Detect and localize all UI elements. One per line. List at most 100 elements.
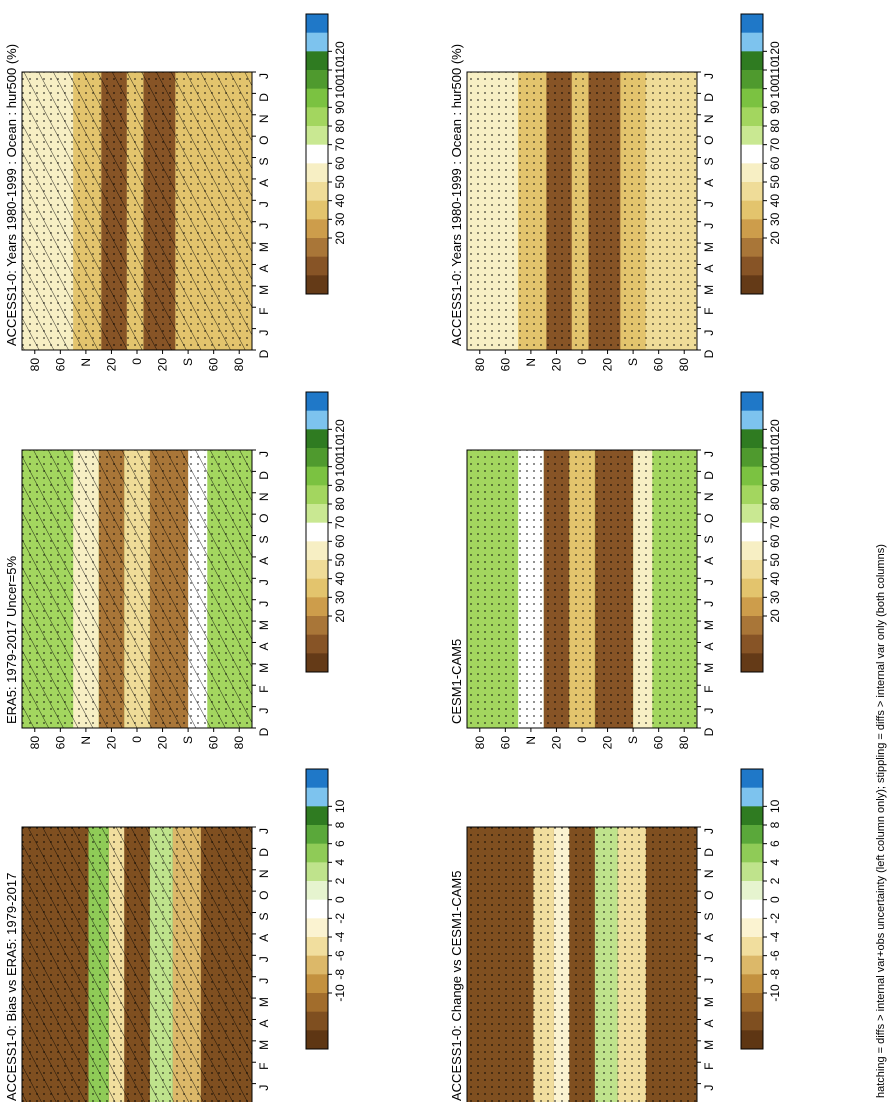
lat-tick-label: S [626,358,640,366]
figure-footnote: hatching = diffs > internal var+obs unce… [875,544,887,1098]
lat-tick-label: N [524,358,538,367]
colorbar-swatch [741,881,763,901]
colorbar-swatch [306,634,328,654]
colorbar-swatch [306,541,328,561]
colorbar-swatch [306,14,328,34]
lat-tick-label: N [524,736,538,745]
lat-tick-label: 80 [232,736,246,750]
colorbar-tick-label: 60 [768,156,782,170]
colorbar-tick-label: 40 [768,572,782,586]
month-tick-label: N [702,869,716,878]
colorbar-swatch [741,843,763,863]
chart-panel-4: CESM1-CAM5 80 60 N 20 0 20 S 60 80 D J F M A M J J A S O N D J 1… [449,391,782,750]
month-tick-label: F [702,686,716,693]
colorbar-swatch [306,918,328,938]
month-tick-label: J [702,201,716,207]
stippling-overlay [467,450,697,728]
lat-tick-label: 80 [473,736,487,750]
month-tick-label: M [702,285,716,295]
colorbar-swatch [741,70,763,90]
month-tick-label: N [702,492,716,501]
month-tick-label: F [702,1063,716,1070]
colorbar-swatch [741,200,763,220]
colorbar-tick-label: 60 [333,534,347,548]
colorbar-tick-label: 30 [333,212,347,226]
colorbar-swatch [741,107,763,127]
colorbar-tick-label: 110 [333,438,347,457]
colorbar-frame [740,768,764,1050]
month-tick-label: J [702,708,716,714]
colorbar-tick-label: 120 [768,419,782,439]
colorbar-tick-label: 60 [333,156,347,170]
month-tick-label: F [257,1063,271,1070]
lat-tick-label: 60 [498,736,512,750]
colorbar-tick-label: 70 [333,138,347,152]
month-tick-label: J [257,708,271,714]
month-tick-label: J [257,201,271,207]
lat-tick-label: 60 [53,736,67,750]
colorbar-swatch [741,993,763,1013]
colorbar-swatch [306,825,328,845]
month-tick-label: D [257,727,271,736]
month-tick-label: J [702,956,716,962]
colorbar-swatch [741,504,763,524]
month-tick-label: D [257,93,271,102]
colorbar-swatch [741,88,763,108]
lat-tick-label: N [79,358,93,367]
colorbar-tick-label: 70 [768,138,782,152]
month-tick-label: O [702,513,716,522]
stippling-overlay [467,72,697,350]
colorbar-swatch [741,653,763,673]
colorbar-tick-label: 80 [768,497,782,511]
colorbar-tick-label: 4 [333,859,347,866]
month-tick-label: A [257,179,271,187]
month-tick-label: A [702,179,716,187]
month-tick-label: A [257,264,271,272]
colorbar-tick-label: 20 [333,231,347,245]
month-tick-label: D [702,848,716,857]
colorbar-swatch [306,616,328,636]
plot-frame [21,826,253,1102]
chart-title: ERA5: 1979-2017 Uncer=5% [4,556,19,724]
colorbar-tick-label: 70 [768,516,782,530]
hatching-overlay [22,72,252,350]
colorbar-frame [740,13,764,295]
lat-tick-label: 0 [130,736,144,743]
colorbar-swatch [741,597,763,617]
colorbar-frame [740,391,764,673]
colorbar-tick-label: -4 [333,931,347,942]
colorbar-swatch [306,974,328,994]
month-tick-label: D [257,471,271,480]
colorbar-swatch [306,937,328,957]
colorbar-tick-label: 8 [333,821,347,828]
lat-tick-label: 0 [575,736,589,743]
colorbar-swatch [306,1011,328,1031]
month-tick-label: M [257,285,271,295]
colorbar-tick-label: 10 [768,799,782,813]
colorbar-swatch [741,51,763,71]
colorbar-tick-label: 120 [333,41,347,61]
month-tick-label: F [257,686,271,693]
lat-tick-label: S [181,358,195,366]
month-tick-label: J [257,601,271,607]
colorbar-swatch [306,275,328,295]
colorbar-swatch [741,937,763,957]
colorbar-tick-label: 30 [768,212,782,226]
colorbar-tick-label: 110 [768,60,782,79]
colorbar-tick-label: 50 [768,553,782,567]
lat-tick-label: 60 [53,358,67,372]
hatching-overlay [22,450,252,728]
colorbar-swatch [306,163,328,183]
chart-title: ACCESS1-0: Change vs CESM1-CAM5 [449,871,464,1101]
colorbar-tick-label: 6 [333,840,347,847]
lat-tick-label: 60 [652,358,666,372]
colorbar-swatch [306,256,328,276]
month-tick-label: M [257,997,271,1007]
colorbar-tick-label: -10 [768,984,782,1002]
colorbar-swatch [306,806,328,826]
month-tick-label: S [257,913,271,921]
colorbar-swatch [306,862,328,882]
colorbar-swatch [306,448,328,468]
month-tick-label: O [257,135,271,144]
lat-tick-label: 60 [207,358,221,372]
